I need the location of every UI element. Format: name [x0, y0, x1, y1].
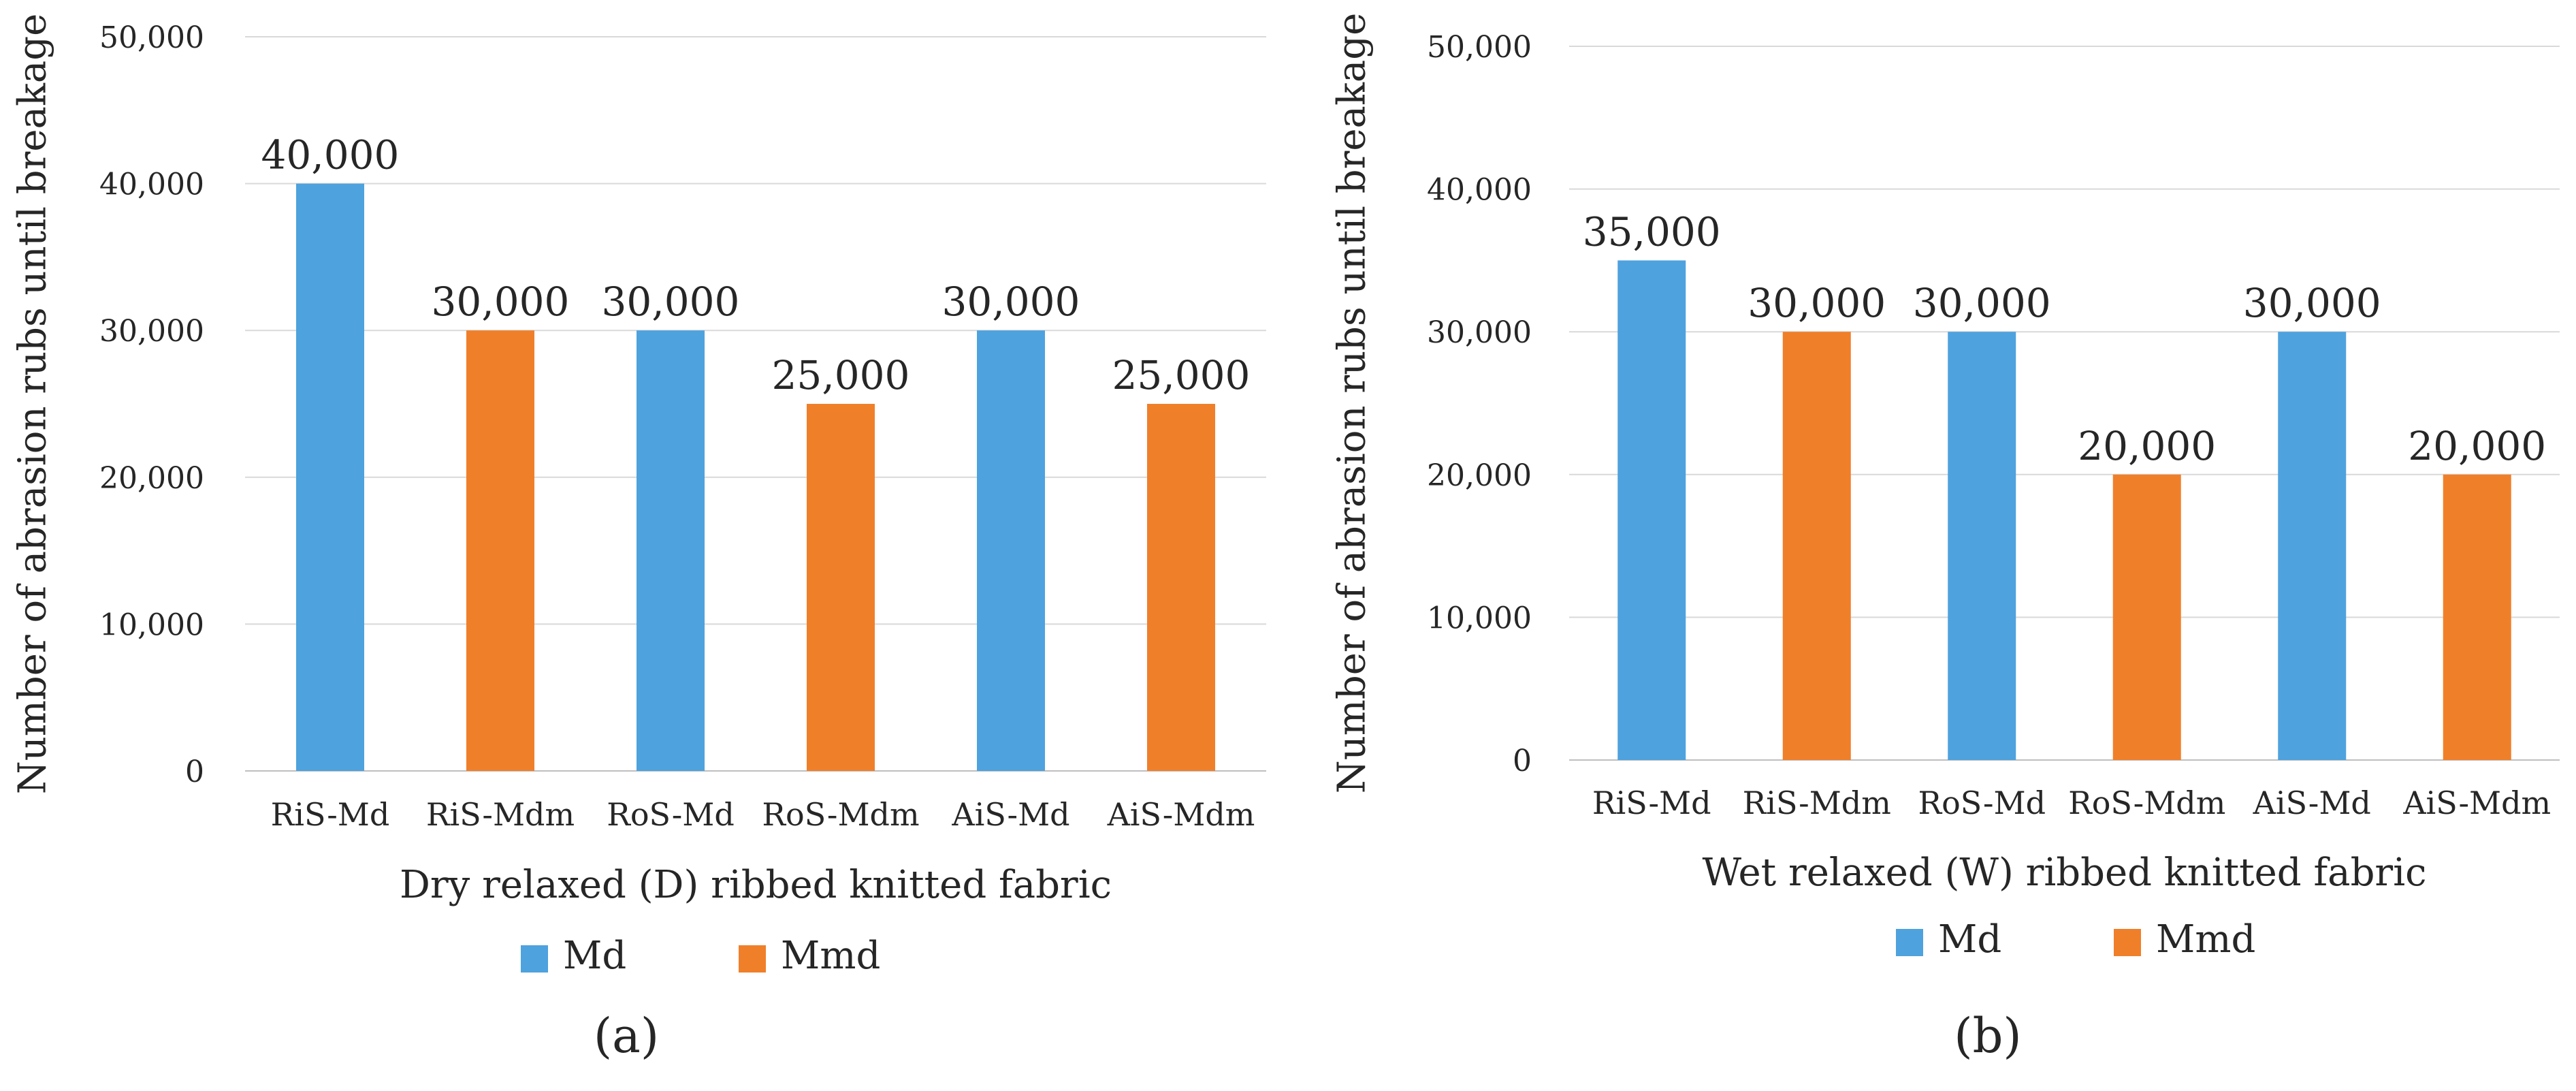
- y-axis-title: Number of abrasion rubs until breakage: [11, 14, 55, 795]
- y-tick-label: 0: [185, 755, 204, 789]
- bar-md: [2278, 332, 2347, 760]
- bar-md: [296, 183, 364, 772]
- bar-mmd: [2443, 474, 2511, 760]
- value-label: 25,000: [1112, 352, 1251, 398]
- bar-md: [1617, 260, 1686, 760]
- y-tick-label: 40,000: [99, 168, 204, 202]
- category-label: RiS-Mdm: [1743, 785, 1891, 821]
- value-label: 30,000: [1748, 280, 1886, 326]
- bar-mmd: [2112, 474, 2181, 760]
- y-tick-label: 50,000: [1427, 30, 1532, 65]
- category-label: RoS-Mdm: [2068, 785, 2225, 821]
- value-label: 35,000: [1583, 208, 1721, 255]
- category-label: AiS-Md: [951, 796, 1069, 833]
- y-tick-label: 50,000: [99, 20, 204, 55]
- value-label: 30,000: [1913, 280, 2051, 326]
- category-label: AiS-Mdm: [2402, 785, 2551, 821]
- value-label: 20,000: [2408, 423, 2546, 469]
- y-tick-label: 10,000: [99, 607, 204, 642]
- bar-mmd: [807, 404, 875, 771]
- legend-label: Mmd: [2156, 917, 2255, 962]
- legend-swatch-md: [1896, 929, 1923, 956]
- y-tick-label: 0: [1513, 744, 1532, 778]
- category-label: RoS-Md: [607, 796, 735, 833]
- bar-mmd: [1782, 332, 1851, 760]
- value-label: 30,000: [432, 279, 570, 325]
- bar-mmd: [1147, 404, 1215, 771]
- x-axis-title: Dry relaxed (D) ribbed knitted fabric: [400, 863, 1112, 907]
- legend-swatch-md: [521, 945, 548, 973]
- panel-label: (b): [1954, 1008, 2021, 1064]
- legend-label: Md: [1938, 917, 2001, 962]
- x-axis-title: Wet relaxed (W) ribbed knitted fabric: [1703, 851, 2427, 895]
- category-label: AiS-Mdm: [1107, 796, 1255, 833]
- y-tick-label: 20,000: [1427, 458, 1532, 493]
- bar-md: [637, 330, 705, 771]
- bar-mmd: [466, 330, 534, 771]
- value-label: 40,000: [261, 132, 400, 178]
- bar-md: [977, 330, 1045, 771]
- category-label: RoS-Mdm: [762, 796, 919, 833]
- bar-md: [1948, 332, 2016, 760]
- y-tick-label: 20,000: [99, 461, 204, 496]
- value-label: 30,000: [602, 279, 740, 325]
- y-tick-label: 30,000: [1427, 315, 1532, 350]
- legend-label: Md: [563, 934, 626, 978]
- category-label: RiS-Md: [1592, 785, 1711, 821]
- legend-swatch-mmd: [739, 945, 766, 973]
- category-label: RoS-Md: [1918, 785, 2046, 821]
- legend-label: Mmd: [781, 934, 880, 978]
- y-axis-title: Number of abrasion rubs until breakage: [1330, 13, 1374, 794]
- category-label: RiS-Md: [271, 796, 390, 833]
- category-label: AiS-Md: [2253, 785, 2371, 821]
- value-label: 25,000: [772, 352, 910, 398]
- value-label: 30,000: [942, 279, 1080, 325]
- panel-label: (a): [594, 1008, 659, 1064]
- value-label: 30,000: [2243, 280, 2381, 326]
- value-label: 20,000: [2078, 423, 2216, 469]
- y-tick-label: 30,000: [99, 314, 204, 349]
- y-tick-label: 10,000: [1427, 601, 1532, 635]
- y-tick-label: 40,000: [1427, 173, 1532, 208]
- category-label: RiS-Mdm: [426, 796, 575, 833]
- legend-swatch-mmd: [2114, 929, 2141, 956]
